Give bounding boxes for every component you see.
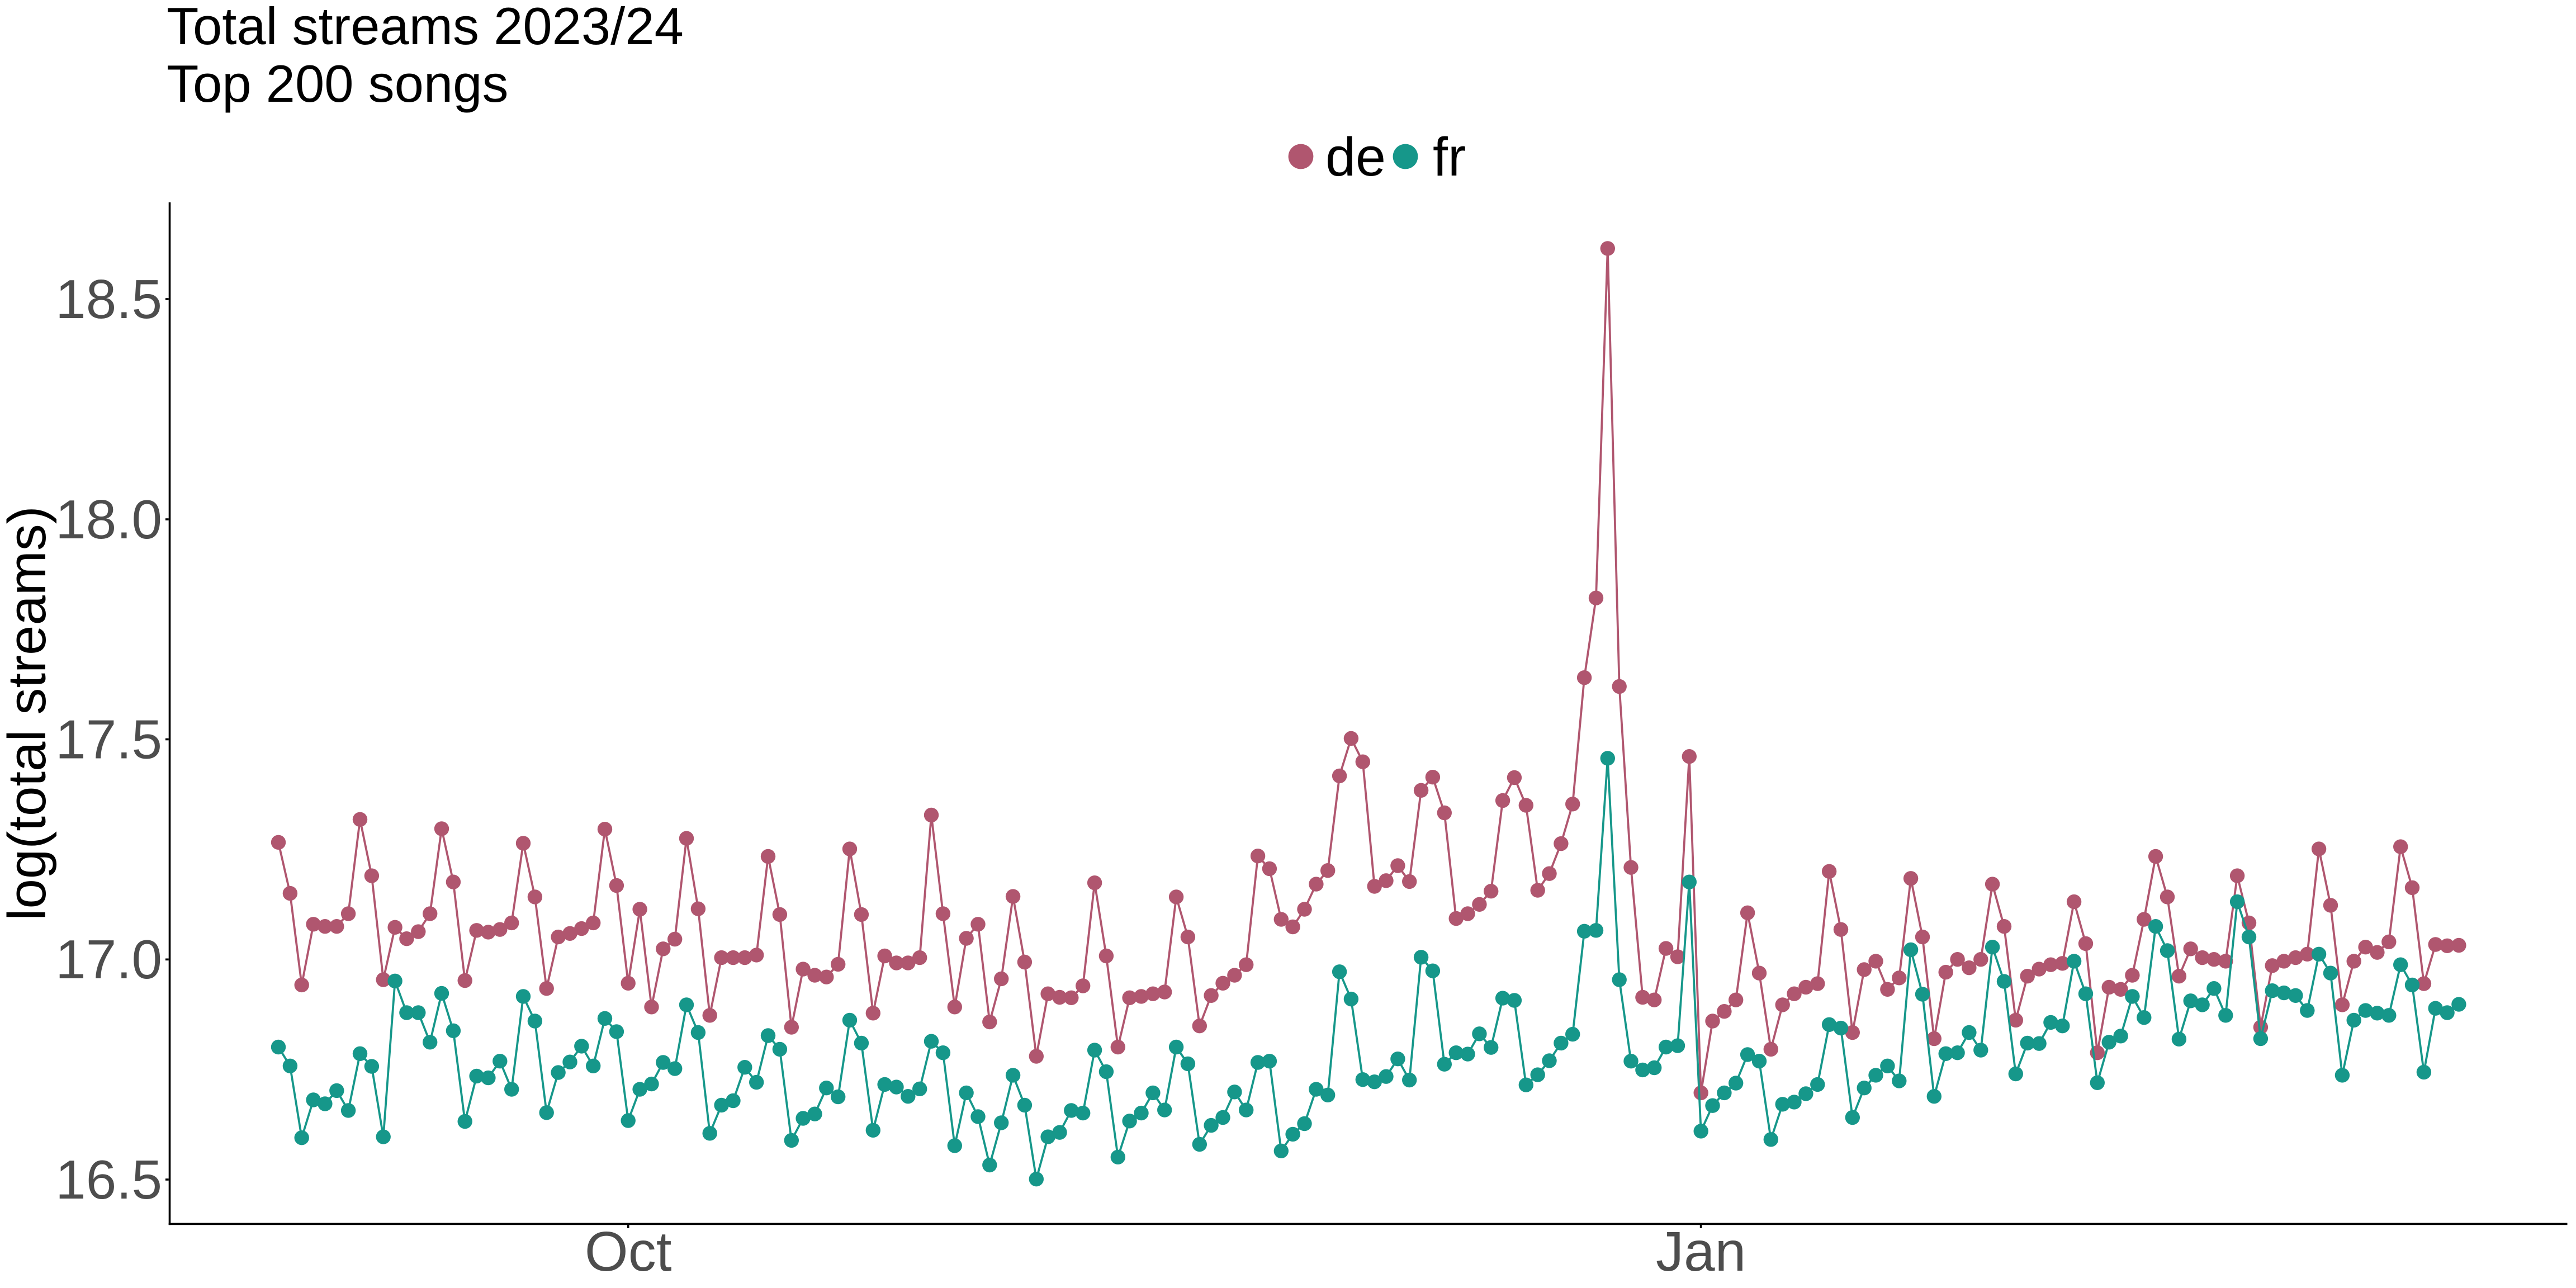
svg-text:Jan: Jan [1656, 1220, 1746, 1283]
svg-text:17.5: 17.5 [55, 709, 162, 770]
svg-text:Top 200 songs: Top 200 songs [167, 54, 508, 113]
svg-text:17.0: 17.0 [55, 929, 162, 990]
svg-text:log(total streams): log(total streams) [0, 506, 57, 921]
svg-text:Total streams 2023/24: Total streams 2023/24 [167, 0, 684, 55]
svg-text:16.5: 16.5 [55, 1149, 162, 1210]
svg-text:18.0: 18.0 [55, 489, 162, 550]
svg-text:18.5: 18.5 [55, 268, 162, 330]
svg-text:de: de [1325, 126, 1386, 187]
svg-text:Oct: Oct [585, 1220, 672, 1283]
svg-text:fr: fr [1433, 126, 1466, 187]
